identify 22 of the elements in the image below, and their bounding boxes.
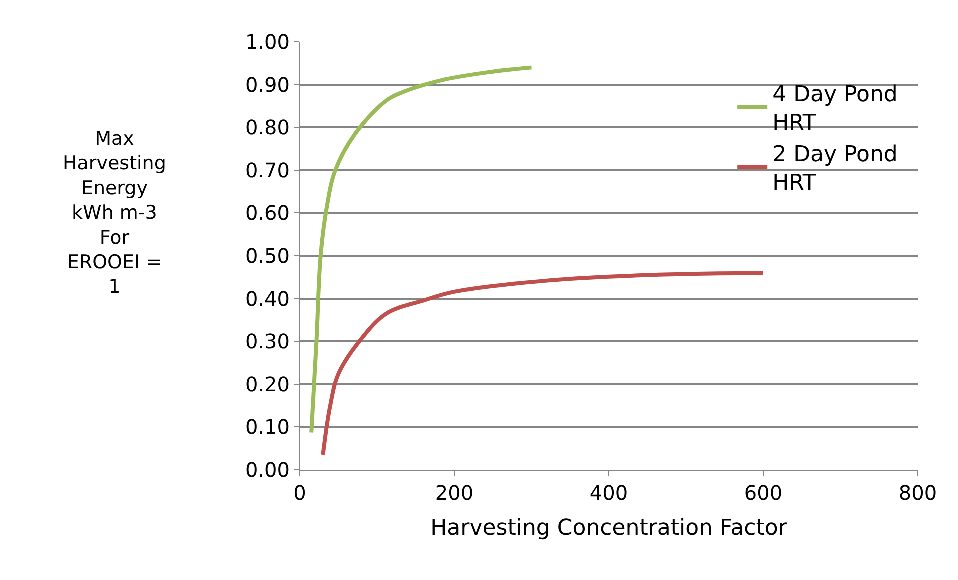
x-tick-label: 0 [294, 481, 306, 505]
legend-label: 4 Day Pond HRT [772, 82, 898, 136]
y-tick-label: 0.10 [245, 415, 290, 440]
y-tick-label: 0.30 [245, 330, 290, 354]
y-tick-label: 1.00 [245, 30, 290, 54]
y-tick-label: 0.70 [245, 158, 290, 182]
y-tick-label: 0.00 [245, 458, 290, 482]
line-series [321, 271, 766, 458]
x-tick-label: 200 [435, 481, 474, 505]
y-tick-label: 0.40 [245, 286, 290, 311]
y-axis-title: Max Harvesting Energy kWh m-3 For EROOEI = 1 [63, 128, 166, 298]
x-tick-label: 600 [744, 481, 783, 505]
line-series [310, 66, 534, 435]
y-tick-label: 0.50 [245, 244, 290, 268]
y-tick-label: 0.80 [245, 116, 290, 140]
x-tick-label: 800 [898, 481, 938, 505]
x-axis-title: Harvesting Concentration Factor [430, 516, 788, 541]
legend-label: 2 Day Pond HRT [772, 142, 898, 196]
x-tick-label: 400 [590, 481, 628, 505]
y-tick-label: 0.90 [245, 72, 290, 97]
y-tick-label: 0.60 [245, 201, 290, 226]
y-tick-label: 0.20 [245, 372, 290, 396]
